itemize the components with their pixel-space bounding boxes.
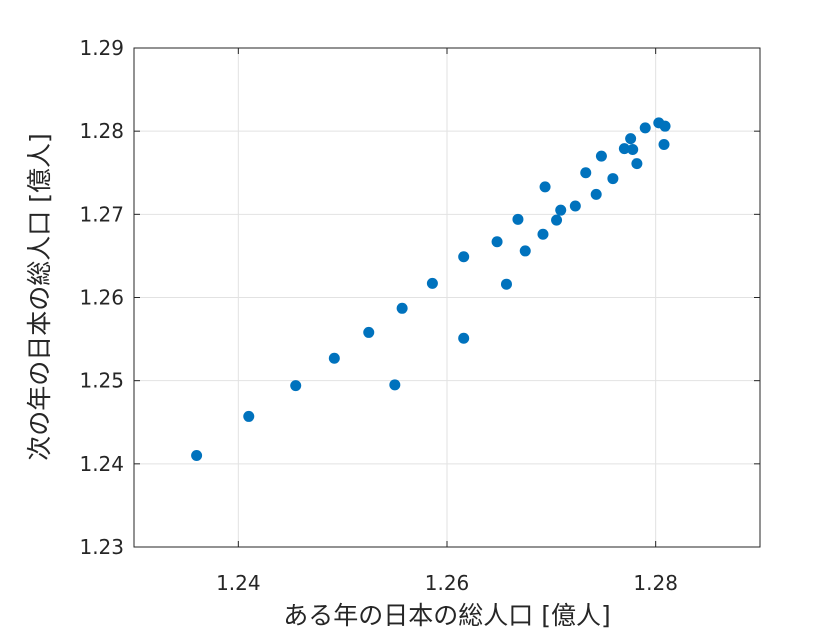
y-tick-label: 1.23 — [79, 535, 124, 559]
data-point — [580, 167, 592, 179]
data-point — [243, 410, 255, 422]
data-point — [618, 143, 630, 155]
data-point — [625, 133, 637, 145]
data-point — [500, 278, 512, 290]
data-point — [607, 173, 619, 185]
data-point — [627, 143, 639, 155]
data-point — [590, 188, 602, 200]
x-tick-label: 1.24 — [216, 571, 261, 595]
y-tick-label: 1.28 — [79, 119, 124, 143]
data-point — [363, 326, 375, 338]
data-point — [537, 228, 549, 240]
axis-ticks: 1.24 1.26 1.28 1.23 1.24 1.25 1.26 1.27 1.28 1.29 — [79, 36, 760, 595]
data-point — [659, 120, 671, 132]
data-point — [555, 204, 567, 216]
data-point — [458, 251, 470, 263]
data-point — [396, 302, 408, 314]
data-point — [458, 332, 470, 344]
data-point — [551, 214, 563, 226]
data-point — [328, 352, 340, 364]
data-point — [631, 158, 643, 170]
data-point — [539, 181, 551, 193]
data-point — [512, 213, 524, 225]
data-point — [491, 236, 503, 248]
y-tick-label: 1.26 — [79, 286, 124, 310]
data-point — [639, 122, 651, 134]
data-point — [389, 379, 401, 391]
x-axis-label: ある年の日本の総人口 [億人] — [283, 601, 610, 630]
x-tick-label: 1.26 — [425, 571, 470, 595]
y-axis-label: 次の年の日本の総人口 [億人] — [25, 133, 54, 460]
x-tick-label: 1.28 — [633, 571, 678, 595]
data-point — [658, 138, 670, 150]
data-point — [191, 450, 203, 462]
y-tick-label: 1.27 — [79, 202, 124, 226]
data-point — [569, 200, 581, 212]
data-point — [290, 380, 302, 392]
data-points — [191, 117, 671, 462]
y-tick-label: 1.24 — [79, 452, 124, 476]
data-point — [426, 277, 438, 289]
data-point — [595, 150, 607, 162]
y-tick-label: 1.25 — [79, 369, 124, 393]
data-point — [519, 245, 531, 257]
y-tick-label: 1.29 — [79, 36, 124, 60]
